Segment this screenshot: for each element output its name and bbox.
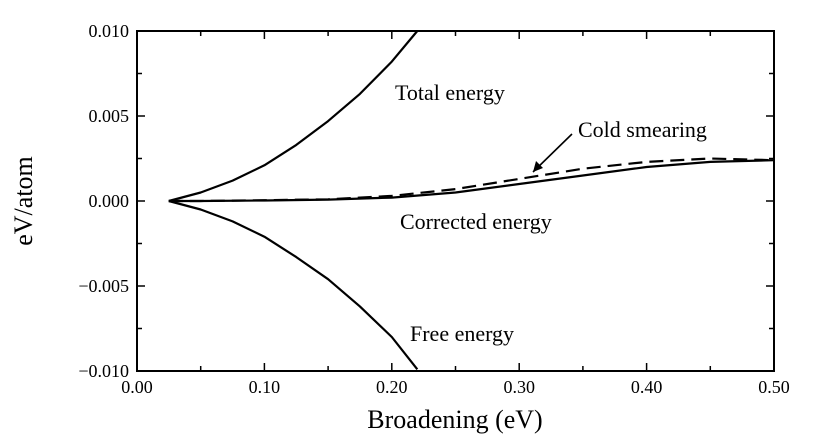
series-line-cold (168, 157, 775, 203)
annotation-free: Free energy (410, 321, 514, 346)
x-tick-label: 0.30 (503, 377, 535, 397)
tick-labels: 0.00 0.10 0.20 0.30 0.40 0.50 0.010 0.005 0.000 −… (78, 21, 789, 397)
y-tick-label: 0.000 (89, 191, 130, 211)
y-axis-title: eV/atom (9, 156, 38, 246)
y-tick-label: −0.010 (78, 361, 129, 381)
x-tick-label: 0.10 (249, 377, 281, 397)
series-lines (168, 30, 775, 370)
series-line-corrected (168, 159, 775, 203)
x-tick-label: 0.00 (121, 377, 153, 397)
x-tick-label: 0.20 (376, 377, 408, 397)
annotation-corrected: Corrected energy (400, 209, 552, 234)
annotations: Total energy Cold smearing Corrected energ… (395, 80, 707, 346)
x-tick-label: 0.50 (758, 377, 790, 397)
x-axis-title: Broadening (eV) (367, 405, 542, 434)
y-tick-label: −0.005 (78, 276, 129, 296)
arrow-head-icon (533, 161, 543, 172)
y-tick-label: 0.005 (89, 106, 130, 126)
annotation-total: Total energy (395, 80, 505, 105)
axis-ticks (136, 30, 775, 372)
series-line-total (168, 30, 419, 203)
annotation-cold: Cold smearing (578, 117, 707, 142)
y-tick-label: 0.010 (89, 21, 130, 41)
x-tick-label: 0.40 (631, 377, 663, 397)
series-line-free (168, 199, 419, 370)
